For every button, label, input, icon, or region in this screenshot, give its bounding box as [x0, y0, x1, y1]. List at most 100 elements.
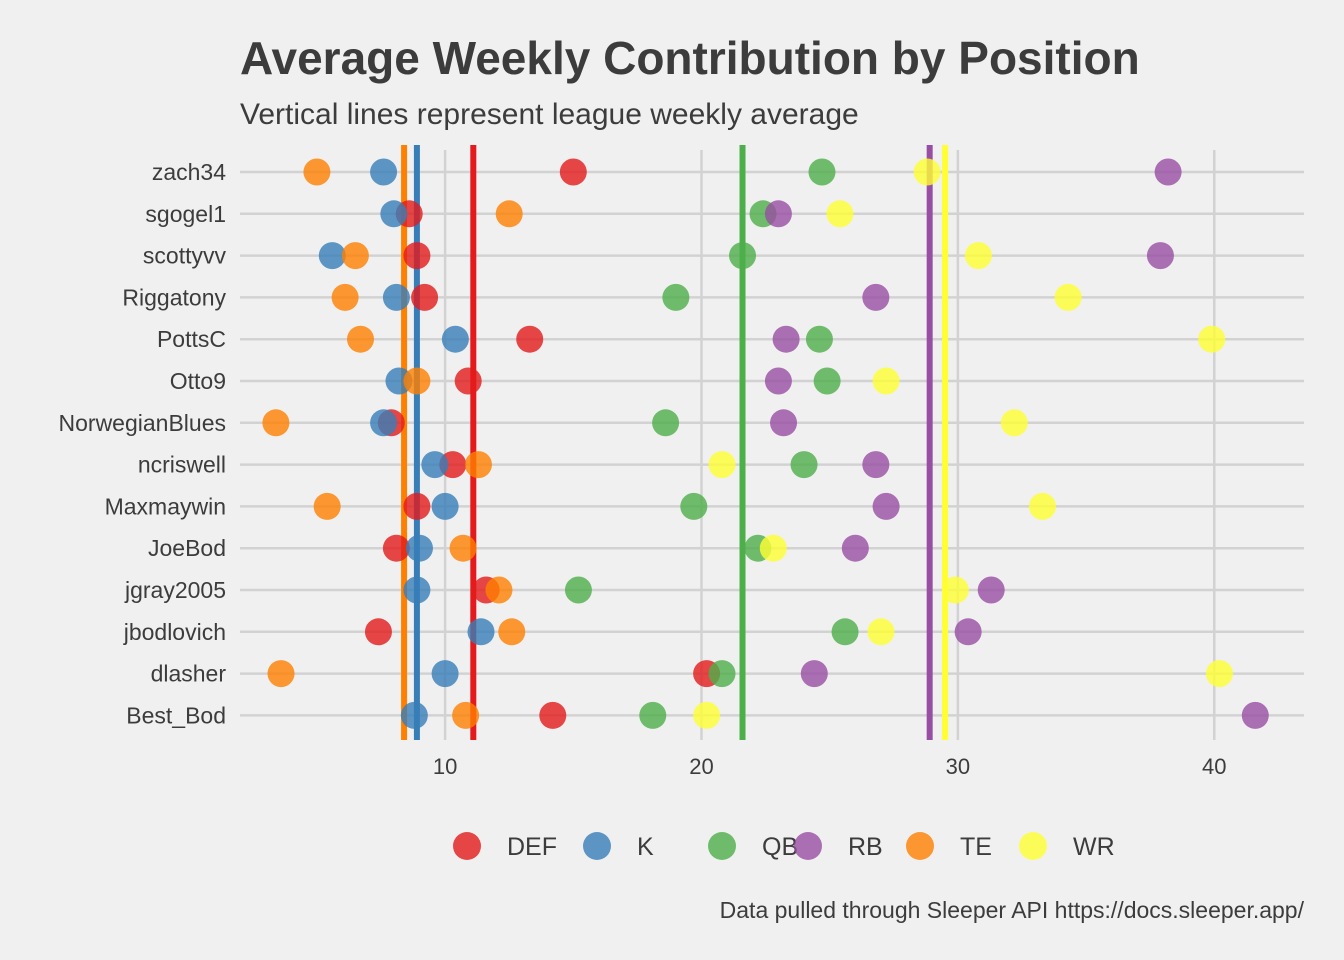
point-def — [559, 158, 587, 186]
legend-item-wr: WR — [1019, 832, 1115, 861]
y-tick-label: PottsC — [157, 326, 226, 352]
y-tick-label: JoeBod — [148, 535, 226, 561]
point-te — [485, 576, 513, 604]
point-te — [267, 660, 295, 688]
x-axis-labels: 10 20 30 40 — [433, 754, 1227, 779]
point-qb — [652, 409, 680, 437]
point-qb — [662, 283, 690, 311]
point-k — [405, 534, 433, 562]
y-axis-labels: zach34 sgogel1 scottyvv Riggatony PottsC Otto… — [59, 159, 227, 728]
point-wr — [964, 242, 992, 270]
y-tick-label: Otto9 — [170, 368, 226, 394]
point-wr — [913, 158, 941, 186]
point-qb — [680, 492, 708, 520]
point-rb — [954, 618, 982, 646]
point-wr — [1028, 492, 1056, 520]
legend-label: DEF — [507, 833, 557, 861]
y-tick-label: sgogel1 — [145, 201, 226, 227]
point-te — [262, 409, 290, 437]
point-te — [313, 492, 341, 520]
point-wr — [693, 701, 721, 729]
legend-swatch — [453, 832, 481, 860]
point-qb — [808, 158, 836, 186]
point-def — [516, 325, 544, 353]
point-wr — [1198, 325, 1226, 353]
point-te — [498, 618, 526, 646]
point-rb — [862, 283, 890, 311]
point-te — [449, 534, 477, 562]
y-tick-label: ncriswell — [138, 452, 226, 478]
point-k — [380, 200, 408, 228]
point-def — [403, 242, 431, 270]
point-def — [539, 701, 567, 729]
point-k — [318, 242, 346, 270]
point-def — [364, 618, 392, 646]
point-rb — [1241, 701, 1269, 729]
point-te — [303, 158, 331, 186]
point-te — [403, 367, 431, 395]
point-qb — [813, 367, 841, 395]
point-rb — [977, 576, 1005, 604]
y-tick-label: Riggatony — [122, 284, 226, 310]
legend-label: RB — [848, 833, 883, 861]
point-te — [331, 283, 359, 311]
grid — [240, 150, 1304, 740]
legend-item-te: TE — [906, 832, 992, 861]
legend-swatch — [794, 832, 822, 860]
point-wr — [867, 618, 895, 646]
x-tick-label: 40 — [1202, 754, 1226, 779]
point-qb — [805, 325, 833, 353]
legend-swatch — [1019, 832, 1047, 860]
point-qb — [831, 618, 859, 646]
chart-subtitle: Vertical lines represent league weekly a… — [240, 98, 859, 131]
point-te — [464, 451, 492, 479]
point-def — [403, 492, 431, 520]
point-k — [370, 409, 398, 437]
point-k — [421, 451, 449, 479]
y-tick-label: zach34 — [152, 159, 226, 185]
point-k — [382, 283, 410, 311]
legend-item-qb: QB — [708, 832, 798, 861]
point-rb — [1146, 242, 1174, 270]
point-wr — [826, 200, 854, 228]
legend-label: K — [637, 833, 654, 861]
legend-swatch — [906, 832, 934, 860]
point-def — [454, 367, 482, 395]
point-k — [431, 492, 459, 520]
point-rb — [770, 409, 798, 437]
point-rb — [1154, 158, 1182, 186]
legend: DEF K QB RB TE WR — [453, 832, 1115, 861]
point-te — [341, 242, 369, 270]
legend-swatch — [708, 832, 736, 860]
x-tick-label: 20 — [689, 754, 713, 779]
point-te — [452, 701, 480, 729]
data-points — [262, 158, 1269, 729]
point-rb — [764, 200, 792, 228]
y-tick-label: jgray2005 — [124, 577, 226, 603]
point-rb — [862, 451, 890, 479]
point-def — [411, 283, 439, 311]
y-tick-label: scottyvv — [143, 243, 227, 269]
point-wr — [708, 451, 736, 479]
point-wr — [1205, 660, 1233, 688]
point-qb — [729, 242, 757, 270]
point-k — [400, 701, 428, 729]
point-te — [347, 325, 375, 353]
point-k — [467, 618, 495, 646]
legend-item-k: K — [583, 832, 654, 861]
point-qb — [708, 660, 736, 688]
point-def — [382, 534, 410, 562]
y-tick-label: dlasher — [151, 661, 227, 687]
point-rb — [800, 660, 828, 688]
x-tick-label: 10 — [433, 754, 457, 779]
legend-label: TE — [960, 833, 992, 861]
point-wr — [872, 367, 900, 395]
point-rb — [841, 534, 869, 562]
x-tick-label: 30 — [946, 754, 970, 779]
y-tick-label: Best_Bod — [126, 702, 226, 728]
legend-label: WR — [1073, 833, 1115, 861]
legend-swatch — [583, 832, 611, 860]
legend-item-def: DEF — [453, 832, 557, 861]
point-rb — [872, 492, 900, 520]
point-wr — [1054, 283, 1082, 311]
